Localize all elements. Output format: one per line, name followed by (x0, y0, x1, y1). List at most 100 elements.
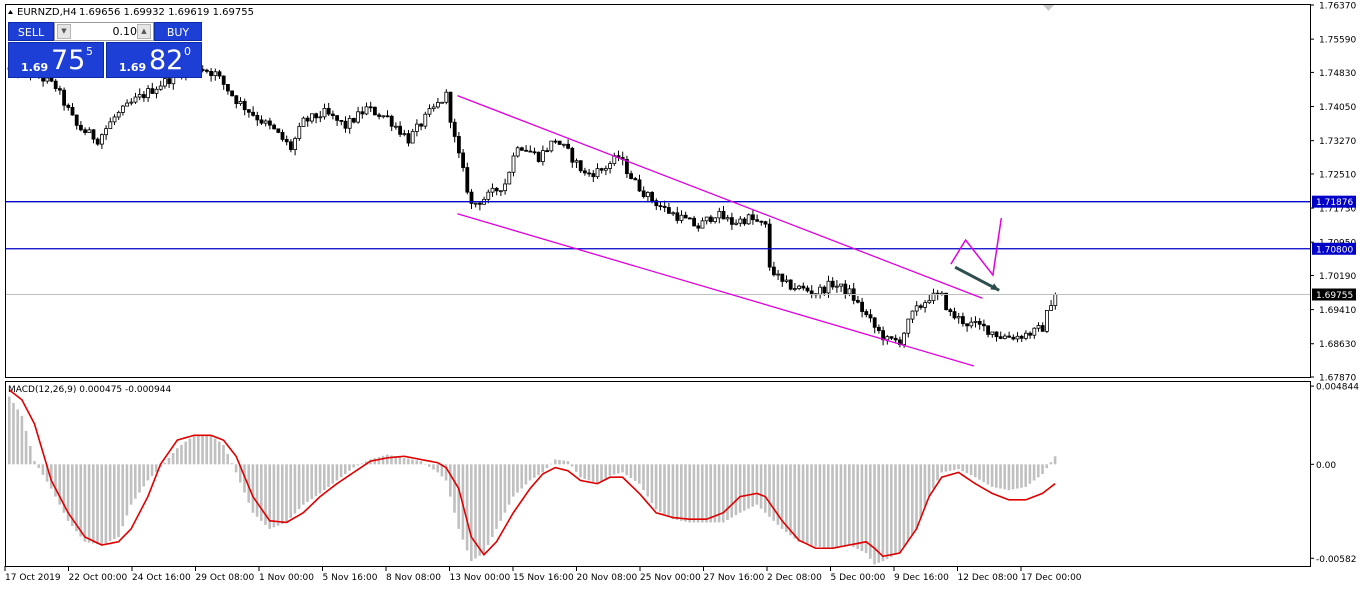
macd-label: MACD(12,26,9) 0.000475 -0.000944 (8, 385, 171, 395)
candle-body (293, 138, 298, 150)
sell-price-box[interactable]: 1.69 75 5 (8, 42, 104, 78)
buy-price-sup: 0 (184, 45, 191, 58)
macd-histogram-bar (171, 453, 175, 465)
candle-body (267, 120, 272, 126)
candle-body (70, 107, 75, 116)
y-tick-label: 1.71730 (1319, 205, 1356, 215)
macd-histogram-bar (1024, 464, 1027, 487)
macd-histogram-bar (499, 464, 502, 521)
candle-body (444, 91, 449, 103)
macd-histogram-bar (948, 464, 952, 471)
candle-body (427, 108, 432, 115)
buy-button[interactable]: BUY (154, 22, 202, 41)
level-label-box (1312, 195, 1356, 208)
symbol-menu-icon[interactable] (8, 10, 13, 14)
macd-histogram-bar (944, 464, 948, 472)
macd-histogram-bar (545, 464, 549, 469)
macd-histogram-bar (730, 464, 733, 518)
candle-body (251, 111, 256, 116)
macd-histogram-bar (516, 464, 519, 493)
candle-body (835, 285, 839, 288)
macd-histogram-bar (176, 448, 179, 465)
macd-histogram-bar (877, 464, 880, 563)
candle-body (125, 102, 129, 107)
macd-histogram-bar (999, 464, 1002, 489)
macd-histogram-bar (709, 464, 712, 523)
candle-body (1011, 336, 1016, 340)
y-tick-label: 1.74830 (1319, 69, 1356, 79)
candle-body (368, 106, 373, 109)
macd-histogram-bar (184, 441, 187, 465)
candle-body (95, 138, 100, 145)
candle-body (402, 133, 407, 136)
lot-decrease-icon[interactable]: ▼ (57, 24, 71, 39)
macd-histogram-bar (612, 464, 616, 475)
candle-body (578, 160, 583, 172)
macd-histogram-bar (92, 464, 95, 544)
candle-body (423, 113, 428, 127)
macd-histogram-bar (205, 435, 208, 465)
candle-body (562, 143, 566, 146)
macd-histogram-bar (793, 464, 796, 539)
candle-body (322, 107, 327, 118)
candle-body (822, 286, 827, 294)
x-tick-label: 17 Oct 2019 (5, 573, 61, 583)
candle-body (150, 88, 155, 94)
macd-histogram-bar (1007, 464, 1011, 491)
macd-histogram-bar (8, 396, 11, 465)
macd-histogram-bar (16, 409, 19, 465)
candle-body (393, 125, 398, 128)
candle-body (847, 288, 852, 295)
trend-arrow[interactable] (954, 265, 1000, 292)
macd-histogram-bar (302, 464, 305, 505)
channel-lower-line[interactable] (457, 213, 975, 367)
macd-histogram-bar (66, 464, 70, 521)
buy-price-big: 82 (149, 45, 184, 76)
chart-shift-marker[interactable] (1043, 5, 1054, 11)
macd-histogram-bar (675, 464, 679, 520)
macd-histogram-bar (566, 461, 570, 465)
candle-body (549, 140, 554, 152)
candle-body (780, 273, 785, 282)
macd-histogram-bar (671, 464, 675, 520)
x-tick-label: 20 Nov 08:00 (577, 573, 638, 583)
candle-body (725, 217, 730, 220)
candle-body (860, 301, 864, 312)
candle-body (100, 134, 104, 145)
channel-upper-line[interactable] (457, 94, 983, 299)
macd-histogram-bar (218, 441, 221, 465)
candle-body (217, 71, 222, 77)
macd-histogram-bar (297, 464, 301, 510)
macd-histogram-bar (108, 464, 112, 541)
lot-size-input[interactable] (73, 23, 137, 40)
macd-histogram-bar (596, 464, 599, 484)
macd-histogram-bar (62, 464, 66, 513)
candle-body (242, 101, 247, 111)
candle-body (671, 212, 675, 215)
candle-body (914, 305, 919, 312)
candle-body (221, 75, 226, 85)
macd-histogram-bar (772, 464, 775, 521)
macd-histogram-bar (331, 464, 334, 484)
macd-histogram-bar (398, 457, 402, 465)
y-tick-label: 1.75590 (1319, 36, 1356, 46)
sell-button[interactable]: SELL (8, 22, 54, 41)
macd-histogram-bar (12, 402, 15, 465)
candle-body (230, 90, 235, 97)
zigzag-drawing[interactable] (950, 218, 1003, 277)
candle-body (856, 299, 860, 303)
candle-body (788, 279, 793, 290)
macd-histogram-bar (625, 464, 628, 476)
candle-body (679, 214, 684, 221)
candle-body (961, 316, 965, 325)
macd-histogram-bar (684, 464, 687, 522)
candle-body (570, 147, 575, 163)
candle-body (986, 325, 990, 335)
candle-body (435, 102, 440, 108)
macd-y-tick-label: 0.004844 (1316, 383, 1359, 393)
macd-histogram-bar (764, 464, 767, 513)
macd-histogram-bar (743, 464, 746, 511)
lot-increase-icon[interactable]: ▲ (137, 24, 151, 39)
buy-price-box[interactable]: 1.69 82 0 (106, 42, 202, 78)
